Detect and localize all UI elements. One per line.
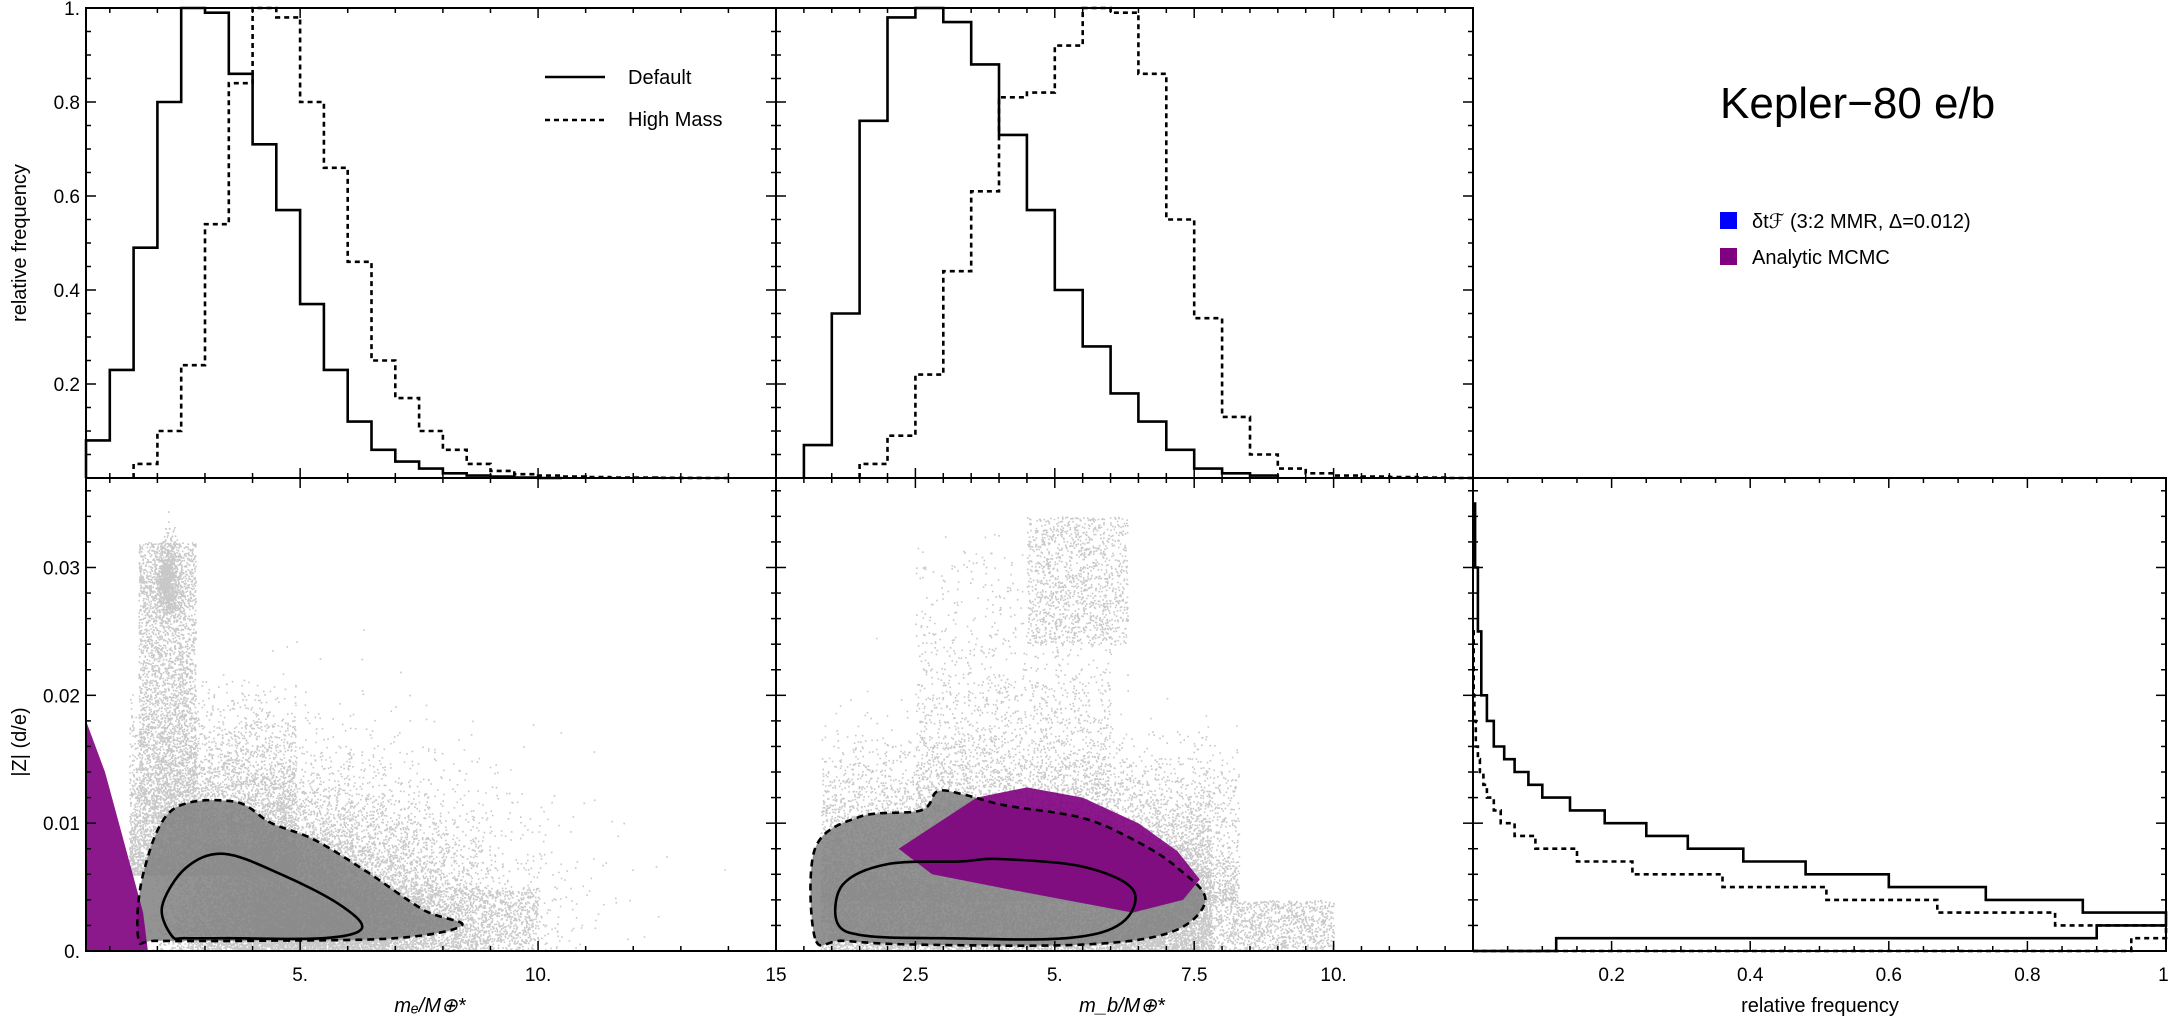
x-tick-label-bottom-middle: 5. (1047, 965, 1063, 986)
x-tick-label-bottom-left: 15 (765, 965, 786, 986)
legend-label-mcmc: Analytic MCMC (1752, 247, 1890, 269)
hist-top-middle-default (804, 8, 1278, 478)
y-tick-label-bottom-left: 0.03 (43, 558, 80, 579)
x-tick-label-bottom-middle: 2.5 (902, 965, 928, 986)
y-tick-label-top-left: 1. (64, 0, 80, 20)
legend-label-default: Default (628, 67, 692, 89)
scatter-points-middle (810, 516, 1334, 952)
x-tick-label-bottom-middle: 7.5 (1181, 965, 1207, 986)
figure-title: Kepler−80 e/b (1720, 79, 1995, 128)
y-tick-label-top-left: 0.2 (54, 375, 80, 396)
legend-label-dtf: δtℱ (3:2 MMR, Δ=0.012) (1752, 211, 1971, 233)
y-tick-label-top-left: 0.6 (54, 187, 80, 208)
y-tick-label-bottom-left: 0. (64, 942, 80, 963)
y-tick-label-top-left: 0.8 (54, 93, 80, 114)
x-tick-label-bottom-right: 0.6 (1876, 965, 1902, 986)
x-axis-label-right: relative frequency (1741, 995, 1899, 1017)
legend-line-styles: Default High Mass (545, 67, 722, 131)
x-tick-label-bottom-right: 0.2 (1598, 965, 1624, 986)
scatter-y-axis-label: |Z| (d/e) (9, 707, 31, 776)
hist-right-default (1473, 504, 2166, 951)
hist-right-high-mass (1473, 631, 2166, 951)
y-tick-label-bottom-left: 0.01 (43, 814, 80, 835)
hist-top-left-default (86, 8, 562, 478)
panel-bottom-right-frame (1473, 478, 2166, 951)
y-tick-label-bottom-left: 0.02 (43, 686, 80, 707)
hist-top-middle-high-mass (860, 8, 1473, 478)
x-tick-label-bottom-right: 1. (2158, 965, 2169, 986)
panel-top-middle-frame (776, 8, 1473, 478)
x-tick-label-bottom-right: 0.8 (2014, 965, 2040, 986)
x-tick-label-bottom-left: 5. (292, 965, 308, 986)
legend-swatch-mcmc (1720, 248, 1737, 265)
scatter-points-left (86, 511, 726, 952)
x-axis-label-left: mₑ/M⊕* (394, 995, 466, 1017)
x-tick-label-bottom-middle: 10. (1320, 965, 1346, 986)
legend-colors: δtℱ (3:2 MMR, Δ=0.012) Analytic MCMC (1720, 211, 1971, 269)
y-tick-label-top-left: 0.4 (54, 281, 81, 302)
x-tick-label-bottom-right: 0.4 (1737, 965, 1764, 986)
legend-label-high-mass: High Mass (628, 109, 722, 131)
hist-y-axis-label: relative frequency (9, 164, 31, 322)
x-tick-label-bottom-left: 10. (525, 965, 551, 986)
legend-swatch-blue (1720, 212, 1737, 229)
x-axis-label-middle: m_b/M⊕* (1079, 995, 1166, 1017)
